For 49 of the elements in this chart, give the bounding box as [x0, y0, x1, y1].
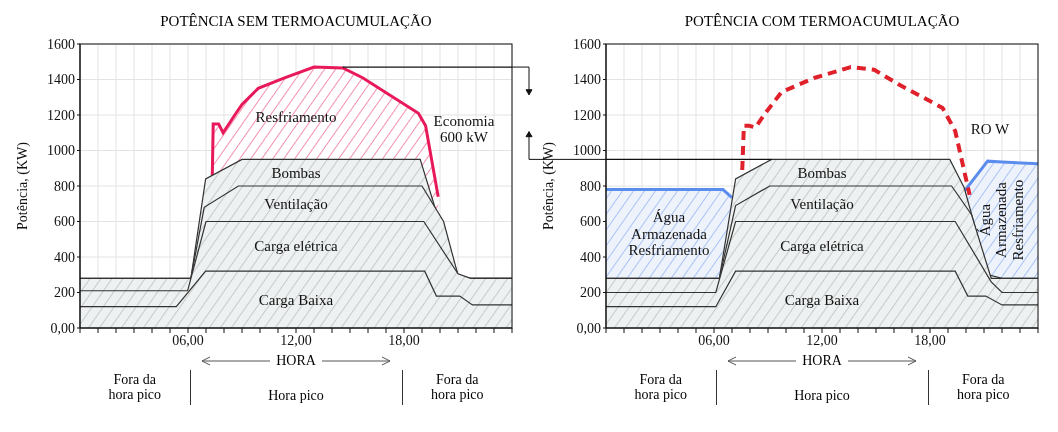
series-label: Carga elétrica [254, 238, 339, 255]
chart-title: POTÊNCIA COM TERMOACUMULAÇÃO [683, 12, 961, 31]
annotation: Economia 600 kW [433, 112, 495, 146]
series-label: Carga elétrica [780, 238, 865, 255]
y-tick-label: 200 [54, 285, 75, 301]
series-label: Ventilação [790, 195, 854, 212]
y-tick-label: 600 [54, 214, 75, 230]
text: Água Armazenada Resfriamento [628, 209, 710, 259]
y-tick-label: 1400 [573, 72, 601, 88]
y-tick-label: 1000 [47, 143, 75, 159]
y-tick-label: 0,00 [50, 320, 75, 336]
text: Fora da hora pico [430, 372, 485, 402]
y-tick-label: 1000 [573, 143, 601, 159]
series-label: Ventilação [264, 195, 328, 212]
text: Hora pico [793, 387, 851, 403]
y-tick-label: 600 [580, 214, 601, 230]
y-tick-label: 400 [54, 249, 75, 265]
y-tick-label: 1200 [47, 107, 75, 123]
series-label: Resfriamento [255, 108, 337, 125]
y-tick-label: 800 [580, 178, 601, 194]
series-label: Bombas [271, 164, 321, 181]
y-tick-label: 1600 [47, 36, 75, 52]
text: Hora pico [267, 387, 325, 403]
x-tick-label: 12,00 [806, 332, 838, 348]
series-label: Água Armazenada Resfriamento [976, 179, 1026, 261]
annotation: RO W [970, 121, 1011, 138]
y-tick-label: 0,00 [576, 320, 601, 336]
y-tick-label: 400 [580, 249, 601, 265]
x-tick-label: 18,00 [914, 332, 946, 348]
y-axis-title: Potência, (KW) [540, 141, 557, 230]
y-tick-label: 200 [580, 285, 601, 301]
y-tick-label: 800 [54, 178, 75, 194]
text: Fora da hora pico [956, 372, 1011, 402]
x-tick-label: 18,00 [388, 332, 420, 348]
y-tick-label: 1200 [573, 107, 601, 123]
series-label: Bombas [797, 164, 847, 181]
y-axis-title: Potência, (KW) [14, 141, 31, 230]
chart-title: POTÊNCIA SEM TERMOACUMULAÇÃO [159, 12, 433, 31]
x-axis-title: HORA [276, 353, 316, 369]
series-label: Carga Baixa [258, 291, 334, 308]
x-tick-label: 06,00 [172, 332, 204, 348]
y-tick-label: 1400 [47, 72, 75, 88]
x-tick-label: 06,00 [698, 332, 730, 348]
text: Fora da hora pico [633, 372, 688, 402]
text: Fora da hora pico [107, 372, 162, 402]
y-tick-label: 1600 [573, 36, 601, 52]
x-axis-title: HORA [802, 353, 842, 369]
series-label: Carga Baixa [784, 291, 860, 308]
x-tick-label: 12,00 [280, 332, 312, 348]
